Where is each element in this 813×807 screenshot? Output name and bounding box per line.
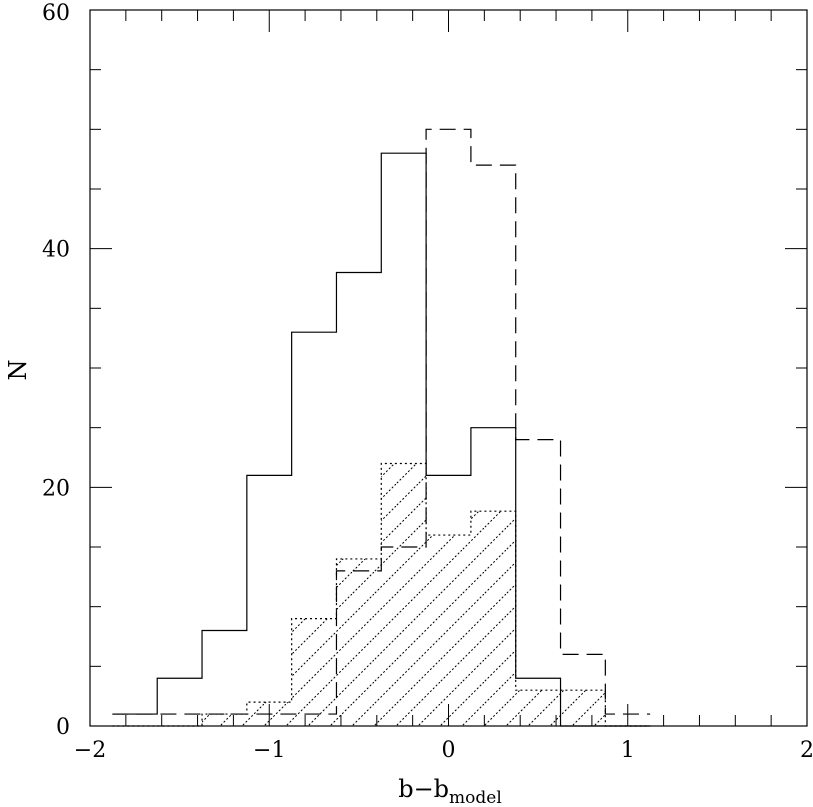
y-tick-label: 0 bbox=[56, 715, 70, 740]
plot-area bbox=[89, 9, 808, 727]
hatched-fill bbox=[112, 463, 651, 726]
x-tick-label: −1 bbox=[253, 738, 285, 763]
x-tick-label: 0 bbox=[442, 738, 456, 763]
histogram-outline bbox=[112, 152, 651, 727]
y-tick-label: 20 bbox=[42, 476, 70, 501]
histogram-series bbox=[112, 128, 651, 727]
y-tick-label: 40 bbox=[42, 238, 70, 263]
series-dotted-hatched bbox=[112, 462, 651, 727]
histogram-outline bbox=[112, 128, 651, 715]
x-axis-label-main: b−b bbox=[398, 775, 449, 803]
x-axis-label: b−bmodel bbox=[398, 775, 502, 807]
x-tick-label: 2 bbox=[800, 738, 813, 763]
x-axis-label-subscript: model bbox=[449, 788, 502, 807]
x-tick-label: 1 bbox=[621, 738, 635, 763]
series-solid bbox=[112, 152, 651, 727]
series-dashed bbox=[112, 128, 651, 715]
x-tick-label: −2 bbox=[74, 738, 106, 763]
y-axis-label: N bbox=[4, 360, 32, 381]
y-tick-label: 60 bbox=[42, 1, 70, 26]
